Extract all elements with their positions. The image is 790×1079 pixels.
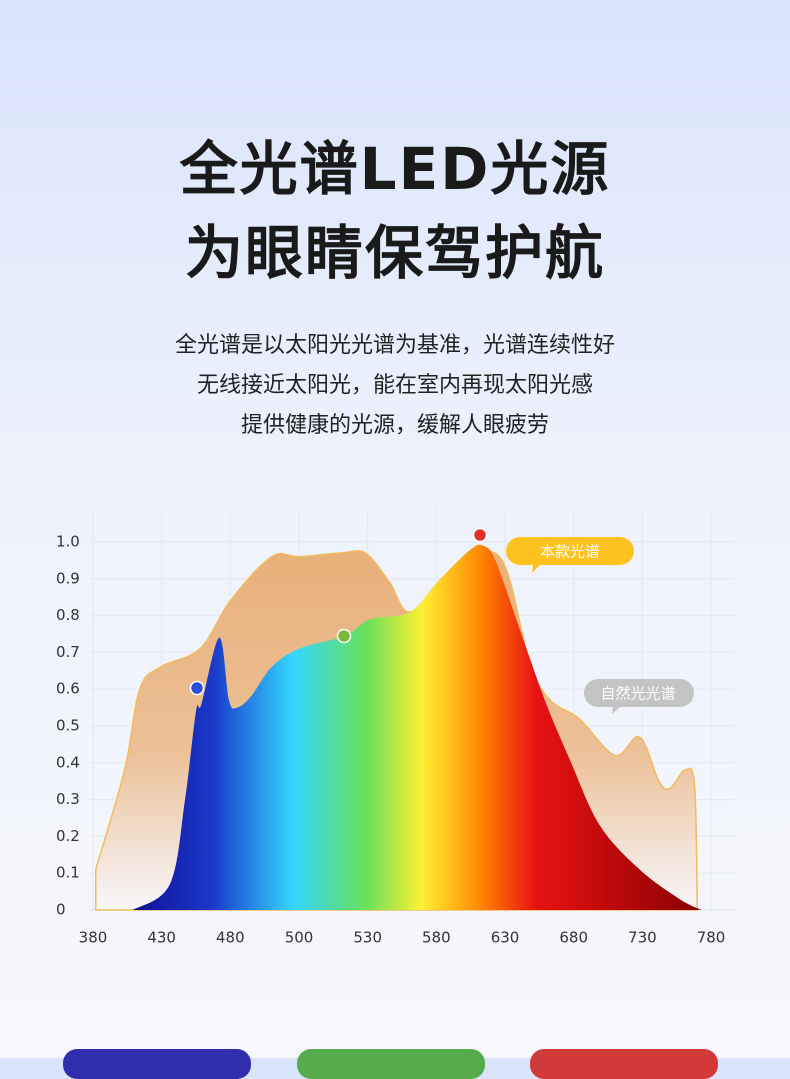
description: 全光谱是以太阳光光谱为基准，光谱连续性好 bbox=[174, 333, 615, 358]
y-tick-label: 0.9 bbox=[56, 569, 80, 587]
marker-dot bbox=[336, 628, 352, 644]
y-tick-label: 1.0 bbox=[56, 533, 80, 551]
marker-dot bbox=[189, 680, 205, 696]
y-tick-label: 0.2 bbox=[56, 827, 80, 845]
x-tick-label: 380 bbox=[79, 929, 108, 947]
description: 无线接近太阳光，能在室内再现太阳光感 bbox=[196, 373, 593, 398]
x-tick-label: 500 bbox=[285, 929, 314, 947]
x-tick-label: 630 bbox=[491, 929, 520, 947]
headline: 为眼睛保驾护航 bbox=[184, 219, 605, 287]
callout bbox=[584, 679, 694, 714]
x-tick-label: 430 bbox=[147, 929, 176, 947]
x-tick-label: 730 bbox=[628, 929, 657, 947]
y-tick-label: 0 bbox=[56, 901, 66, 919]
y-tick-label: 0.1 bbox=[56, 864, 80, 882]
y-tick-label: 0.6 bbox=[56, 680, 80, 698]
x-tick-label: 530 bbox=[353, 929, 382, 947]
series-label: 自然光光谱 bbox=[600, 685, 675, 703]
y-tick-label: 0.8 bbox=[56, 606, 80, 624]
y-tick-label: 0.4 bbox=[56, 753, 80, 771]
x-tick-label: 480 bbox=[216, 929, 245, 947]
x-tick-label: 780 bbox=[697, 929, 726, 947]
x-tick-label: 580 bbox=[422, 929, 451, 947]
y-tick-label: 0.7 bbox=[56, 643, 80, 661]
headline: 全光谱LED光源 bbox=[179, 135, 611, 203]
y-tick-label: 0.5 bbox=[56, 717, 80, 735]
series-label: 本款光谱 bbox=[540, 543, 600, 561]
tab-button[interactable] bbox=[297, 1049, 485, 1079]
tab-button[interactable] bbox=[63, 1049, 251, 1079]
x-tick-label: 680 bbox=[559, 929, 588, 947]
spectrum-area bbox=[132, 544, 702, 910]
description: 提供健康的光源，缓解人眼疲劳 bbox=[240, 413, 549, 438]
y-tick-label: 0.3 bbox=[56, 790, 80, 808]
callout bbox=[506, 537, 634, 573]
tab-button[interactable] bbox=[530, 1049, 718, 1079]
marker-dot bbox=[472, 527, 488, 543]
